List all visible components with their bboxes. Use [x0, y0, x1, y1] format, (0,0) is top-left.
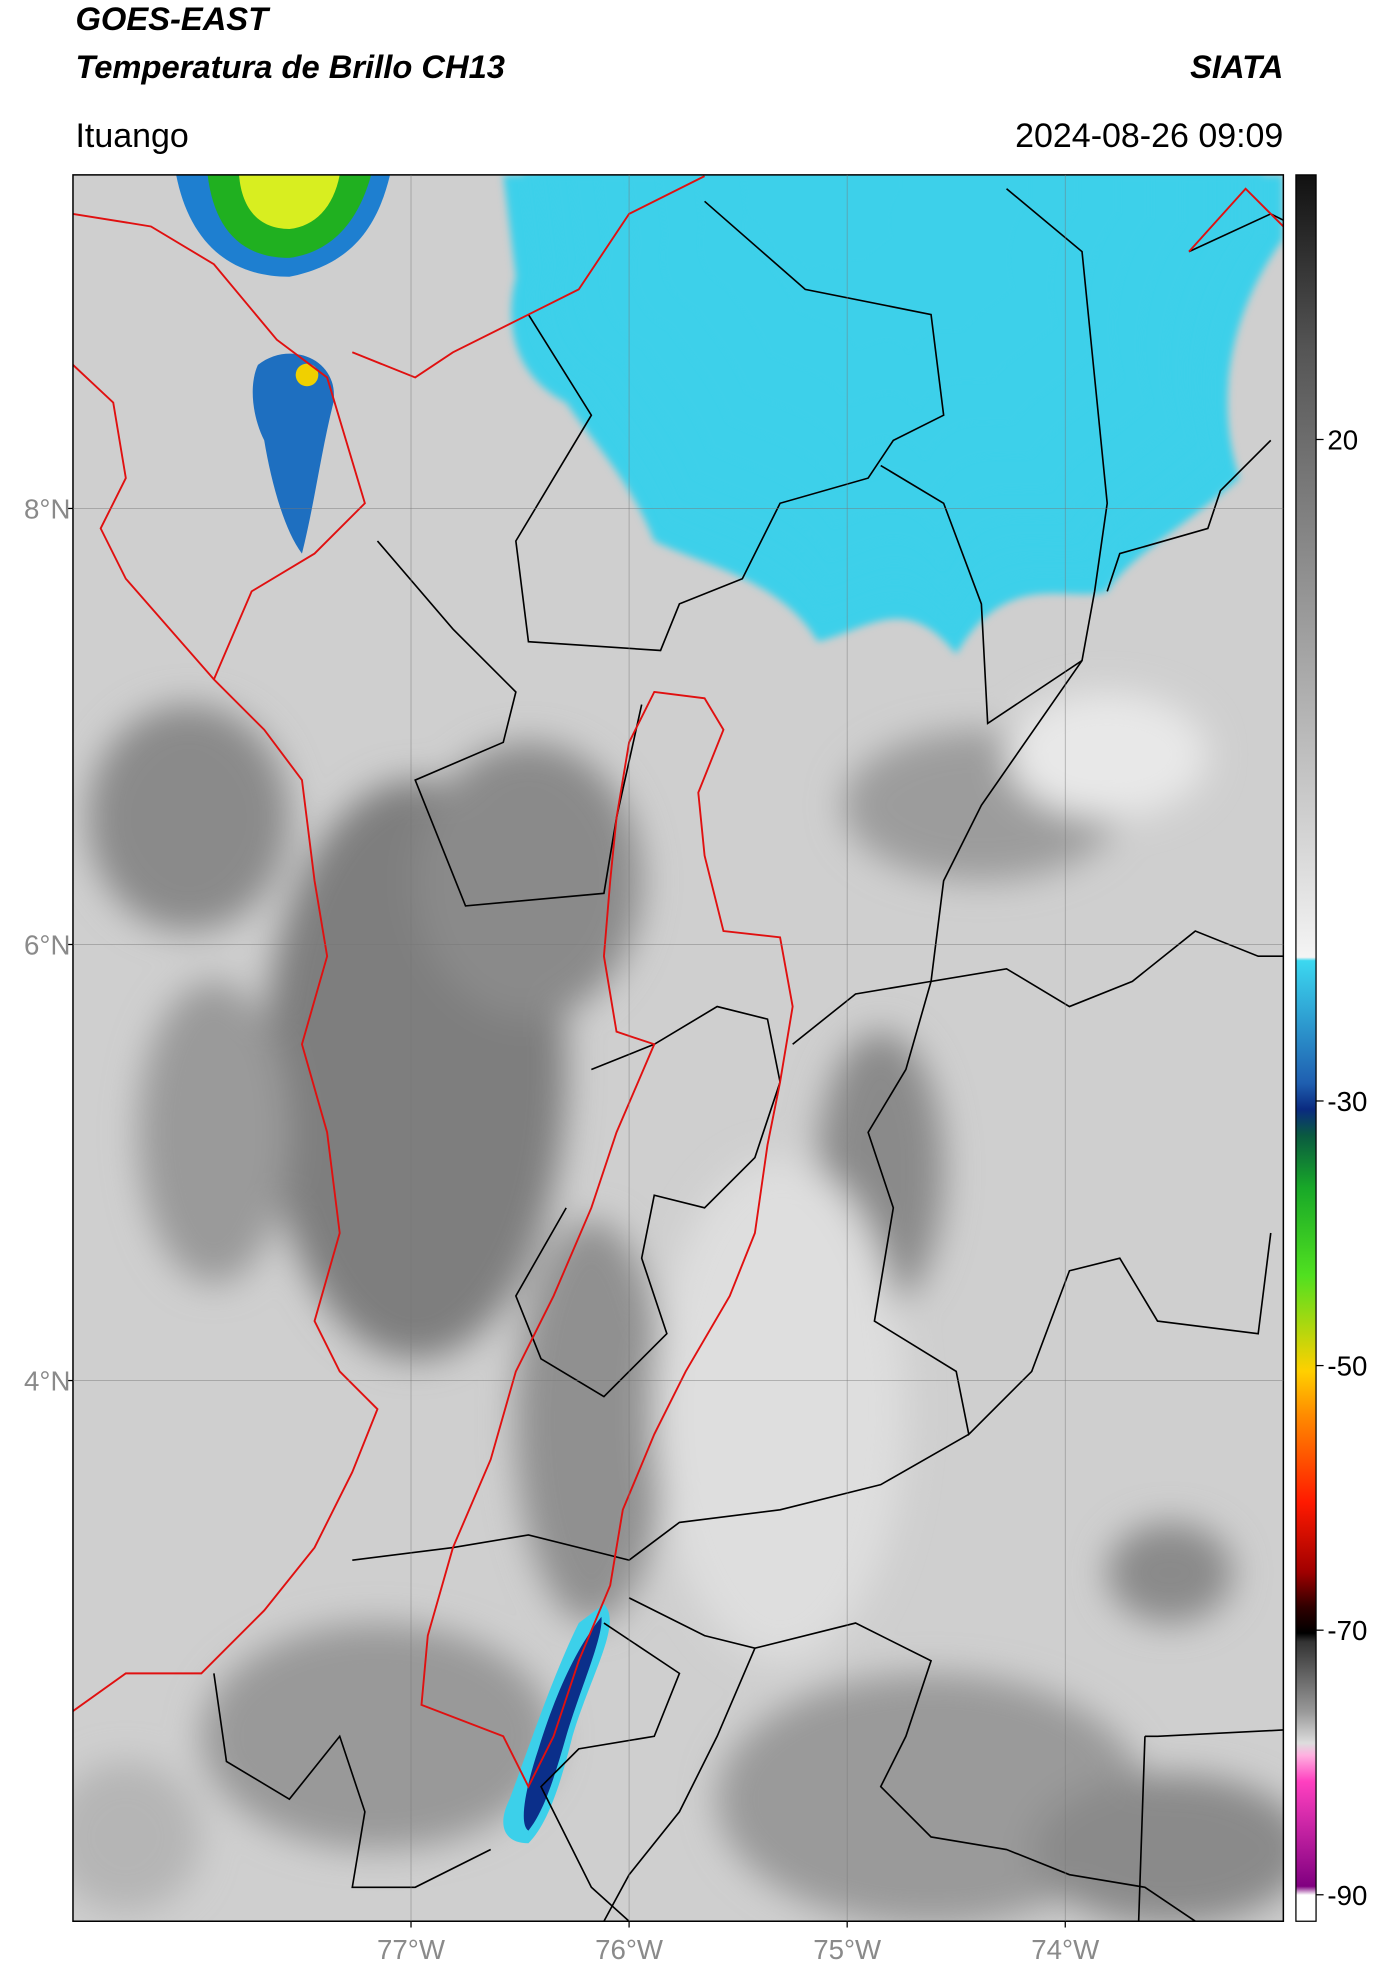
admin-borders	[213, 188, 1284, 1922]
border	[352, 1433, 970, 1562]
colorbar-tick-label: -70	[1327, 1615, 1367, 1646]
map-frame	[72, 174, 1285, 1922]
subtitle: Temperatura de Brillo CH13	[75, 48, 505, 85]
x-tick-label: 77°W	[377, 1934, 446, 1965]
border	[628, 1597, 1196, 1922]
title: GOES-EAST	[75, 0, 271, 37]
cloud-texture	[72, 691, 1284, 1922]
y-tick-label: 6°N	[24, 930, 70, 961]
datetime: 2024-08-26 09:09	[1015, 117, 1283, 155]
colorbar-tick-label: -50	[1327, 1351, 1367, 1382]
location: Ituango	[75, 117, 188, 155]
border	[213, 1673, 492, 1889]
region-outline	[420, 690, 794, 1789]
border	[603, 1647, 756, 1922]
colorbar-tick-label: -30	[1327, 1086, 1367, 1117]
cloud-layer	[252, 353, 334, 554]
border	[930, 660, 1284, 1008]
border-line	[1188, 187, 1284, 253]
x-tick-label: 76°W	[595, 1934, 664, 1965]
satellite-image	[72, 174, 1284, 1922]
coastline	[72, 212, 379, 1712]
border	[515, 200, 945, 652]
border	[1106, 439, 1272, 592]
colorbar	[1295, 174, 1317, 1922]
colorbar-tick-label: 20	[1327, 425, 1358, 456]
source: SIATA	[1190, 48, 1283, 85]
y-tick-label: 8°N	[24, 494, 70, 525]
border	[1137, 1729, 1284, 1922]
border	[514, 1005, 781, 1398]
cold-cloud-tops	[176, 174, 1284, 1844]
border	[376, 540, 643, 907]
y-tick-label: 4°N	[24, 1366, 70, 1397]
cloud-layer	[239, 174, 340, 229]
x-tick-label: 74°W	[1031, 1934, 1100, 1965]
x-tick-label: 75°W	[813, 1934, 882, 1965]
colorbar-tick-label: -90	[1327, 1880, 1367, 1911]
border-line	[72, 364, 215, 681]
cloud-layer	[523, 1616, 602, 1831]
cloud-layer	[295, 363, 319, 387]
border	[792, 980, 932, 1045]
border	[540, 1622, 681, 1922]
border	[880, 188, 1109, 725]
